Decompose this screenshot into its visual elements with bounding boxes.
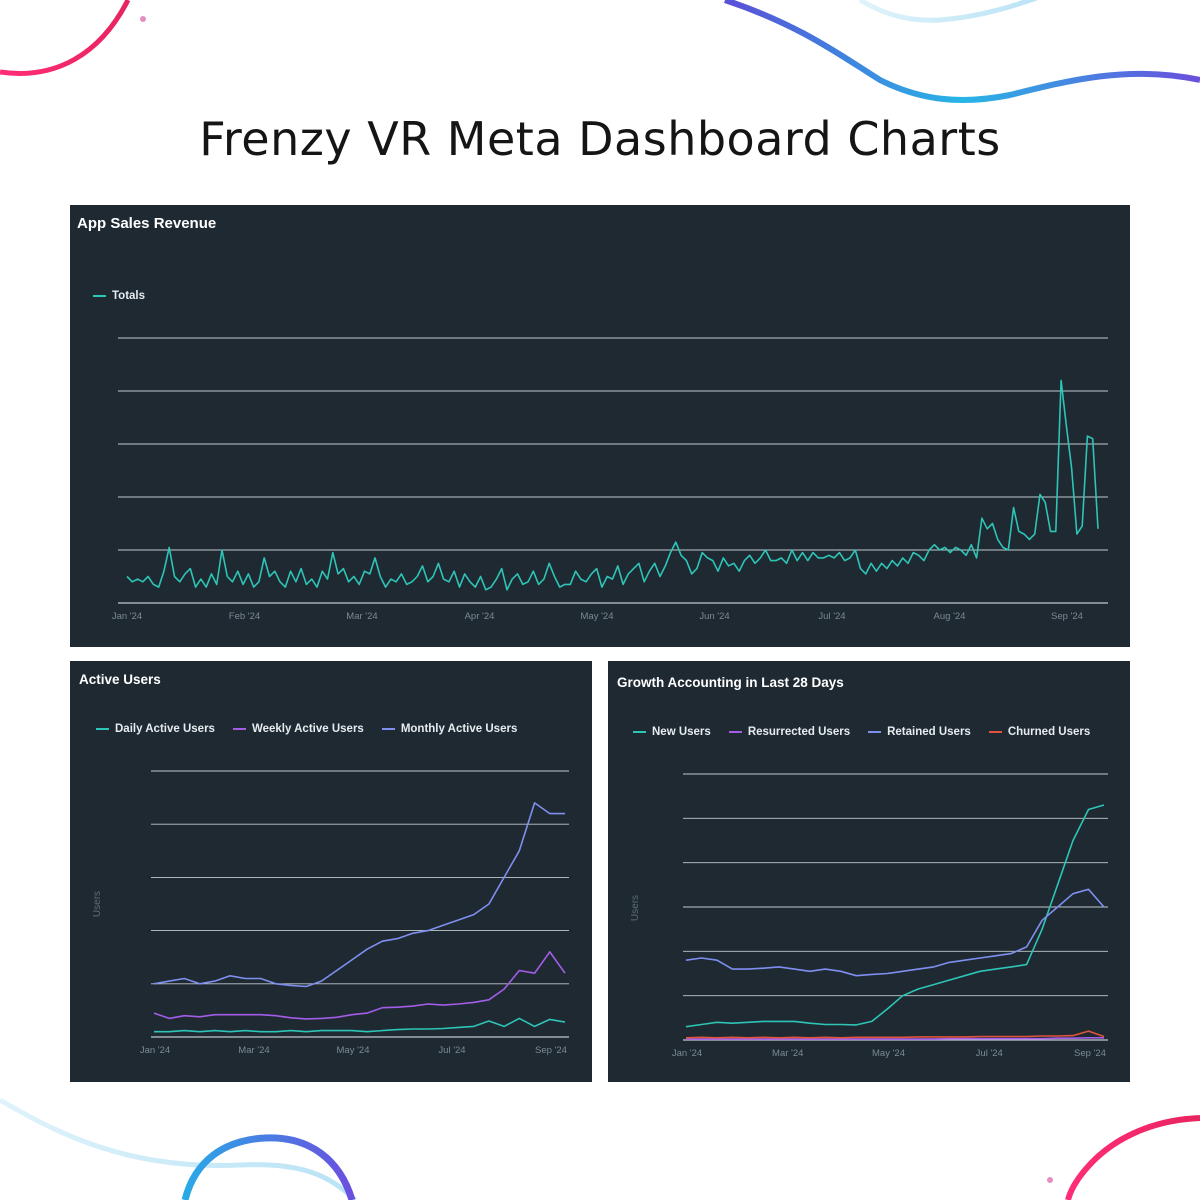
legend-item-resurrected[interactable]: Resurrected Users bbox=[728, 726, 851, 738]
x-tick-label: Jul '24 bbox=[976, 1048, 1003, 1059]
x-tick-label: May '24 bbox=[337, 1045, 370, 1056]
legend-label: Daily Active Users bbox=[115, 723, 215, 735]
x-tick-label: Sep '24 bbox=[535, 1045, 567, 1056]
revenue-panel: App Sales Revenue Totals Jan '24 Feb '24 M… bbox=[70, 205, 1130, 647]
growth-legend: New Users Resurrected Users Retained Use… bbox=[633, 726, 1090, 738]
x-tick-label: Mar '24 bbox=[238, 1045, 269, 1056]
legend-swatch bbox=[868, 731, 882, 733]
active-users-chart-svg: Users Jan '24 Mar '24 May '24 Jul '24 Sep '24 bbox=[92, 770, 569, 1056]
legend-label: Weekly Active Users bbox=[251, 723, 364, 735]
y-axis-label: Users bbox=[92, 891, 103, 917]
series-line-retained-users bbox=[685, 888, 1105, 977]
legend-swatch bbox=[988, 731, 1002, 733]
legend-swatch bbox=[232, 728, 246, 730]
legend-label: Retained Users bbox=[887, 726, 971, 738]
x-tick-label: Sep '24 bbox=[1074, 1048, 1106, 1059]
active-users-title: Active Users bbox=[79, 672, 161, 687]
growth-title: Growth Accounting in Last 28 Days bbox=[617, 675, 844, 690]
x-tick-label: Mar '24 bbox=[346, 611, 377, 622]
series-line-totals bbox=[126, 379, 1099, 591]
x-tick-label: Mar '24 bbox=[772, 1048, 803, 1059]
legend-label: Churned Users bbox=[1007, 726, 1091, 738]
legend-item-totals[interactable]: Totals bbox=[93, 290, 145, 302]
series-line-daily-active-users bbox=[154, 1017, 566, 1033]
x-tick-label: Jul '24 bbox=[438, 1045, 465, 1056]
x-tick-label: Sep '24 bbox=[1051, 611, 1083, 622]
legend-label: New Users bbox=[652, 726, 711, 738]
x-tick-label: Feb '24 bbox=[229, 611, 260, 622]
legend-item-retained[interactable]: Retained Users bbox=[868, 726, 971, 738]
active-users-legend: Daily Active Users Weekly Active Users M… bbox=[96, 723, 517, 735]
x-tick-label: Jan '24 bbox=[112, 611, 142, 622]
x-tick-label: May '24 bbox=[872, 1048, 905, 1059]
x-tick-label: Jan '24 bbox=[140, 1045, 170, 1056]
legend-item-new[interactable]: New Users bbox=[633, 726, 711, 738]
x-tick-label: Jan '24 bbox=[672, 1048, 702, 1059]
revenue-chart-svg: Jan '24 Feb '24 Mar '24 Apr '24 May '24 Jun '… bbox=[112, 337, 1108, 622]
x-tick-label: May '24 bbox=[581, 611, 614, 622]
legend-swatch bbox=[633, 731, 646, 733]
series-line-new-users bbox=[685, 804, 1105, 1028]
legend-swatch bbox=[381, 728, 395, 730]
series-line-resurrected-users bbox=[686, 1037, 1104, 1040]
legend-item-daily[interactable]: Daily Active Users bbox=[96, 723, 215, 735]
x-tick-label: Apr '24 bbox=[465, 611, 495, 622]
series-line-weekly-active-users bbox=[153, 951, 566, 1020]
legend-swatch bbox=[93, 295, 106, 297]
series-line-churned-users bbox=[685, 1030, 1105, 1039]
growth-chart-svg: Users Jan '24 Mar '24 May '24 Jul '24 Sep '24 bbox=[630, 773, 1108, 1059]
y-axis-label: Users bbox=[630, 895, 641, 921]
legend-swatch bbox=[96, 728, 109, 730]
legend-label: Totals bbox=[112, 290, 146, 302]
legend-item-monthly[interactable]: Monthly Active Users bbox=[381, 723, 518, 735]
series-line-monthly-active-users bbox=[153, 802, 565, 988]
revenue-title: App Sales Revenue bbox=[77, 215, 217, 232]
page-title: Frenzy VR Meta Dashboard Charts bbox=[199, 112, 1001, 166]
active-users-panel: Active Users Daily Active Users Weekly A… bbox=[70, 661, 592, 1082]
legend-label: Resurrected Users bbox=[747, 726, 851, 738]
revenue-legend: Totals bbox=[93, 290, 145, 302]
x-tick-label: Jul '24 bbox=[818, 611, 845, 622]
x-tick-label: Aug '24 bbox=[934, 611, 966, 622]
legend-swatch bbox=[728, 731, 742, 733]
legend-label: Monthly Active Users bbox=[400, 723, 518, 735]
legend-item-weekly[interactable]: Weekly Active Users bbox=[232, 723, 364, 735]
x-tick-label: Jun '24 bbox=[699, 611, 729, 622]
legend-item-churned[interactable]: Churned Users bbox=[988, 726, 1091, 738]
growth-panel: Growth Accounting in Last 28 Days New Us… bbox=[608, 661, 1130, 1082]
